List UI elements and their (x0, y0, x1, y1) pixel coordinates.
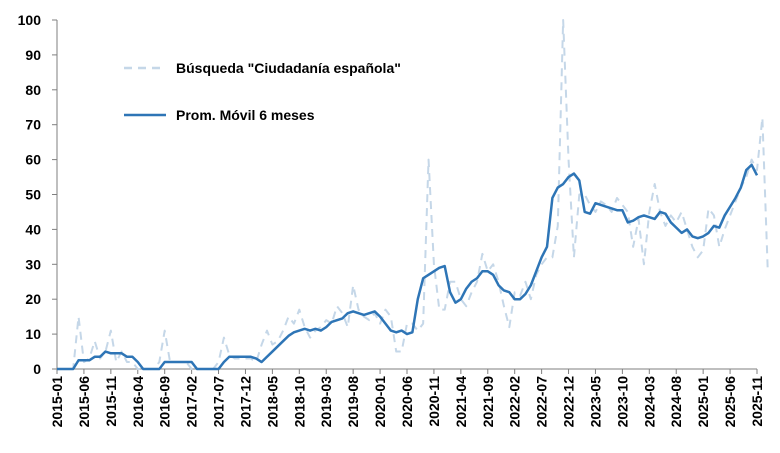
legend: Búsqueda "Ciudadanía española" Prom. Móv… (124, 60, 401, 123)
x-tick-label: 2021-04 (453, 376, 469, 428)
x-tick-label: 2017-12 (237, 376, 253, 428)
series-line-moving-average (57, 163, 759, 371)
x-tick-label: 2017-07 (211, 376, 227, 428)
x-tick-label: 2020-06 (399, 376, 415, 428)
x-tick-label: 2024-03 (641, 376, 657, 428)
x-tick-label: 2025-11 (749, 376, 765, 427)
x-tick-label: 2022-07 (534, 376, 550, 428)
x-tick-label: 2025-06 (722, 376, 738, 428)
y-tick-label: 90 (25, 47, 41, 63)
x-tick-label: 2019-03 (318, 376, 334, 428)
y-tick-label: 80 (25, 82, 41, 98)
y-tick-label: 10 (25, 326, 41, 342)
y-tick-label: 20 (25, 291, 41, 307)
x-tick-label: 2015-06 (76, 376, 92, 428)
x-tick-label: 2018-05 (264, 376, 280, 428)
x-tick-label: 2017-02 (184, 376, 200, 428)
y-axis: 0 10 20 30 40 50 60 70 80 90 100 (18, 12, 58, 377)
y-tick-label: 30 (25, 256, 41, 272)
x-tick-label: 2019-08 (345, 376, 361, 428)
x-tick-label: 2018-10 (291, 376, 307, 428)
x-tick-label: 2020-01 (372, 376, 388, 428)
x-tick-label: 2016-04 (130, 376, 146, 428)
x-tick-label: 2025-01 (695, 376, 711, 428)
y-tick-label: 0 (33, 361, 41, 377)
y-tick-label: 50 (25, 187, 41, 203)
x-tick-label: 2020-11 (426, 376, 442, 427)
x-tick-label: 2023-10 (614, 376, 630, 428)
x-tick-label: 2021-09 (480, 376, 496, 428)
legend-entry-moving-average: Prom. Móvil 6 meses (124, 107, 315, 123)
x-tick-label: 2022-02 (507, 376, 523, 428)
x-tick-label: 2022-12 (561, 376, 577, 428)
x-tick-label: 2024-08 (668, 376, 684, 428)
y-tick-label: 40 (25, 221, 41, 237)
x-tick-label: 2015-01 (49, 376, 65, 428)
y-tick-label: 100 (18, 12, 42, 28)
legend-label-moving-average: Prom. Móvil 6 meses (176, 107, 315, 123)
y-tick-label: 70 (25, 117, 41, 133)
x-axis: 2015-01 2015-06 2015-11 2016-04 2016-09 2017-… (49, 368, 765, 428)
legend-entry-search: Búsqueda "Ciudadanía española" (124, 60, 401, 76)
series-line-search (57, 19, 769, 370)
y-tick-label: 60 (25, 152, 41, 168)
legend-label-search: Búsqueda "Ciudadanía española" (176, 60, 401, 76)
series-lines (57, 19, 769, 371)
x-tick-label: 2015-11 (103, 376, 119, 427)
x-tick-label: 2016-09 (157, 376, 173, 428)
x-tick-label: 2023-05 (587, 376, 603, 428)
